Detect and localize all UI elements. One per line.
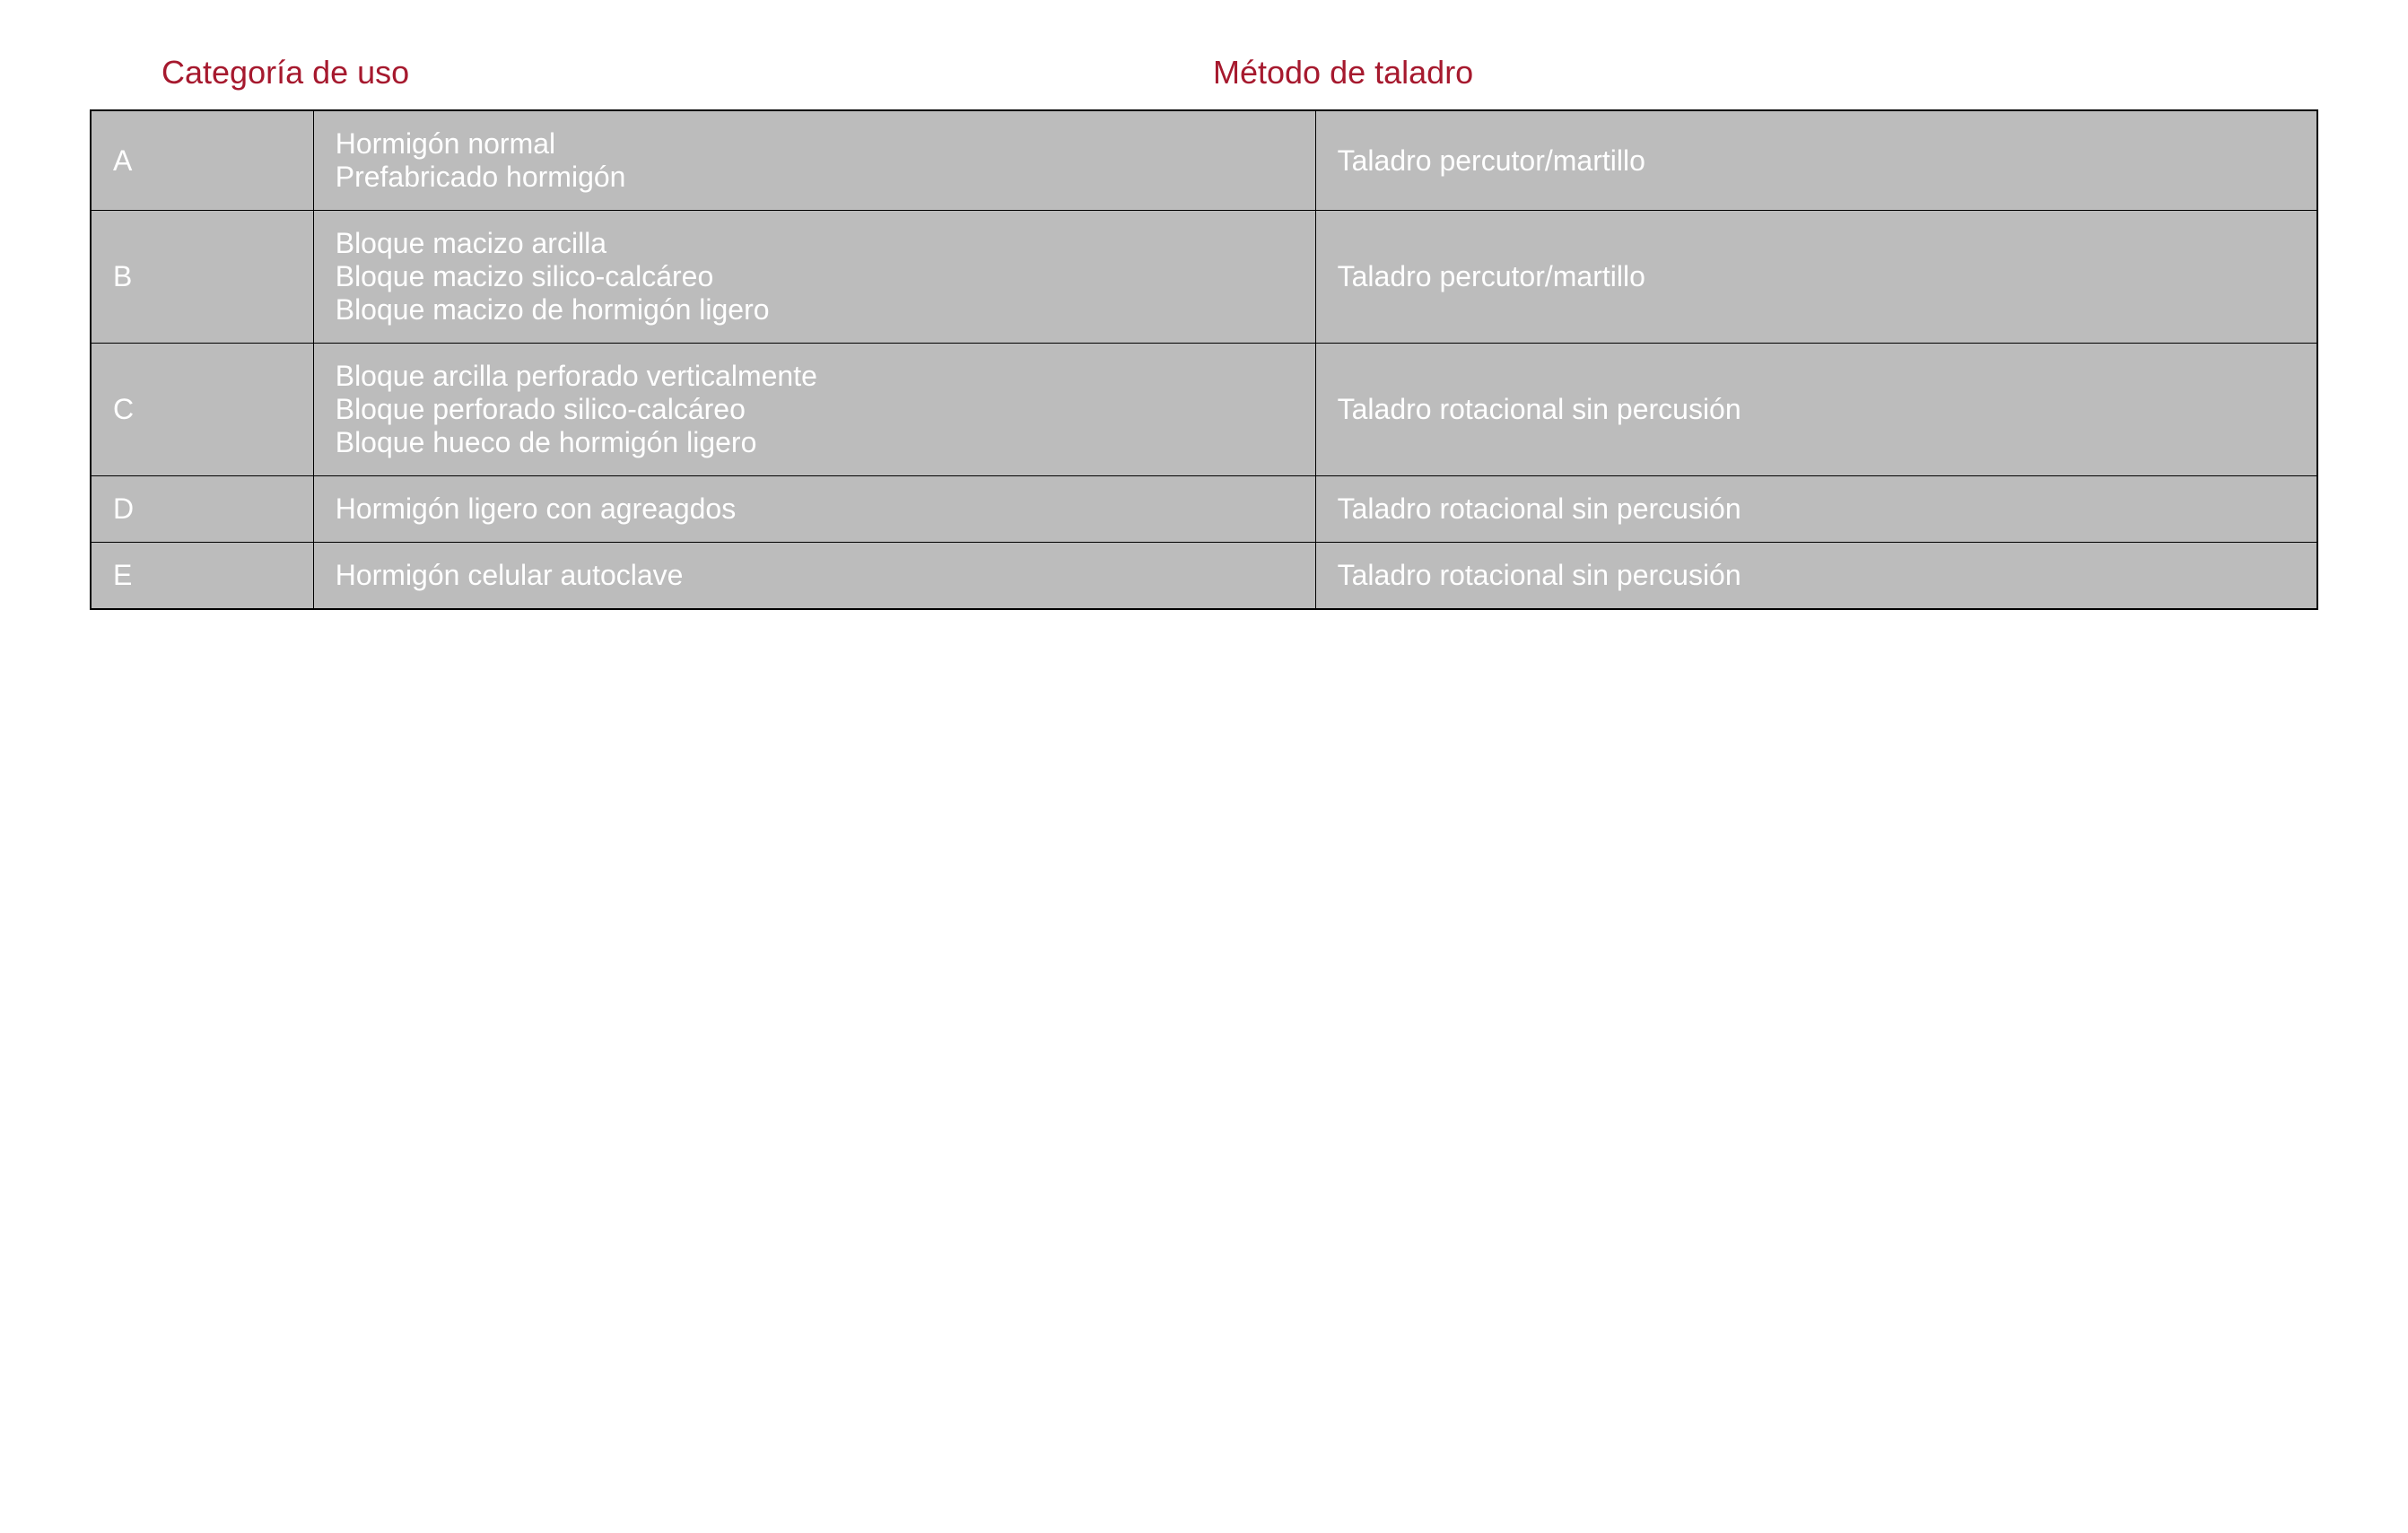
table-row: DHormigón ligero con agreagdosTaladro ro… [91, 476, 2317, 543]
header-category: Categoría de uso [161, 54, 409, 91]
table-row: BBloque macizo arcillaBloque macizo sili… [91, 211, 2317, 344]
method-cell: Taladro rotacional sin percusión [1315, 543, 2317, 610]
table-row: CBloque arcilla perforado verticalmenteB… [91, 344, 2317, 476]
column-headers: Categoría de uso Método de taladro [90, 54, 2318, 91]
method-cell: Taladro percutor/martillo [1315, 110, 2317, 211]
description-cell: Bloque macizo arcillaBloque macizo silic… [313, 211, 1315, 344]
description-cell: Hormigón normalPrefabricado hormigón [313, 110, 1315, 211]
category-cell: E [91, 543, 313, 610]
header-method: Método de taladro [1213, 54, 1473, 91]
category-cell: D [91, 476, 313, 543]
description-cell: Hormigón celular autoclave [313, 543, 1315, 610]
category-cell: C [91, 344, 313, 476]
description-cell: Hormigón ligero con agreagdos [313, 476, 1315, 543]
drill-method-table: AHormigón normalPrefabricado hormigónTal… [90, 109, 2318, 610]
method-cell: Taladro percutor/martillo [1315, 211, 2317, 344]
category-cell: B [91, 211, 313, 344]
description-cell: Bloque arcilla perforado verticalmenteBl… [313, 344, 1315, 476]
method-cell: Taladro rotacional sin percusión [1315, 344, 2317, 476]
method-cell: Taladro rotacional sin percusión [1315, 476, 2317, 543]
table-row: AHormigón normalPrefabricado hormigónTal… [91, 110, 2317, 211]
category-cell: A [91, 110, 313, 211]
table-row: EHormigón celular autoclaveTaladro rotac… [91, 543, 2317, 610]
